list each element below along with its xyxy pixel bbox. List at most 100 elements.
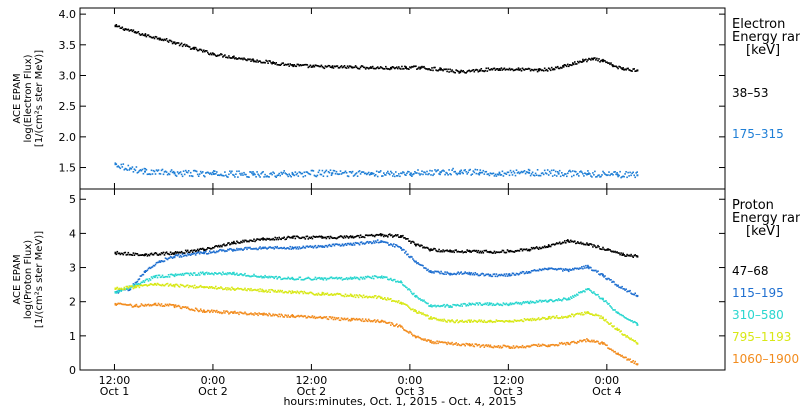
proton-point (213, 309, 215, 312)
electron-point (418, 66, 420, 69)
electron-point (202, 51, 204, 53)
electron-point (153, 37, 156, 40)
electron-point (401, 172, 403, 175)
proton-point (394, 278, 396, 281)
proton-point (190, 249, 193, 252)
proton-point (557, 344, 560, 346)
proton-point (392, 236, 394, 238)
proton-point (603, 300, 605, 303)
electron-point (200, 172, 203, 174)
electron-point (386, 67, 388, 70)
proton-point (566, 299, 568, 301)
electron-point (258, 174, 260, 177)
proton-point (178, 251, 181, 254)
proton-point (307, 315, 310, 318)
proton-point (396, 280, 398, 283)
electron-point (143, 167, 146, 170)
proton-point (196, 286, 199, 289)
proton-point (448, 306, 450, 308)
electron-point (611, 172, 613, 175)
proton-point (377, 234, 380, 236)
proton-point (298, 276, 301, 279)
proton-point (529, 300, 532, 303)
electron-point (331, 65, 334, 67)
proton-point (462, 272, 464, 275)
proton-point (605, 344, 607, 346)
proton-point (200, 286, 203, 288)
proton-point (209, 286, 211, 288)
proton-point (578, 341, 580, 343)
proton-point (194, 250, 197, 253)
proton-point (533, 247, 536, 250)
proton-point (533, 344, 536, 346)
proton-point (626, 335, 628, 337)
electron-point (525, 171, 528, 173)
proton-point (627, 358, 629, 360)
proton-point (610, 306, 612, 308)
proton-point (185, 250, 188, 253)
electron-point (391, 66, 393, 69)
electron-point (468, 69, 470, 72)
proton-point (422, 246, 424, 249)
electron-point (204, 50, 206, 53)
electron-point (489, 69, 492, 71)
proton-point (335, 276, 338, 279)
proton-point (202, 252, 204, 254)
proton-point (116, 250, 119, 253)
proton-point (445, 342, 447, 344)
proton-point (398, 236, 400, 238)
electron-point (334, 172, 337, 175)
proton-point (561, 341, 563, 344)
electron-data-point (459, 71, 462, 74)
electron-point (124, 167, 127, 170)
electron-point (316, 65, 319, 67)
proton-point (269, 276, 271, 279)
proton-point (119, 302, 122, 305)
proton-point (302, 279, 305, 281)
proton-point (514, 250, 517, 252)
proton-point (218, 272, 220, 274)
proton-point (180, 307, 183, 310)
proton-point (206, 310, 208, 313)
proton-point (374, 240, 377, 242)
proton-point (368, 241, 371, 243)
electron-point (321, 65, 324, 68)
proton-point (411, 333, 413, 335)
proton-point (369, 320, 372, 323)
electron-point (557, 67, 560, 70)
proton-point (610, 250, 612, 252)
electron-point (505, 173, 508, 175)
proton-point (541, 268, 544, 270)
proton-point (425, 246, 427, 249)
proton-point (131, 285, 134, 288)
proton-point (372, 240, 375, 242)
proton-point (433, 247, 435, 250)
proton-point (343, 243, 346, 246)
electron-ytick-label: 4.0 (59, 8, 77, 21)
proton-point (138, 305, 141, 308)
proton-data-point (114, 288, 117, 290)
proton-point (621, 333, 623, 335)
proton-point (497, 320, 500, 322)
proton-point (148, 278, 151, 280)
proton-point (418, 244, 420, 247)
proton-point (349, 293, 352, 296)
proton-point (422, 300, 424, 302)
proton-point (509, 320, 512, 323)
proton-point (300, 237, 303, 239)
proton-point (500, 273, 503, 276)
proton-point (363, 243, 366, 245)
electron-point (500, 67, 503, 69)
proton-point (599, 297, 601, 300)
proton-point (333, 293, 336, 295)
proton-point (358, 294, 361, 296)
electron-point (318, 65, 321, 68)
proton-point (606, 301, 608, 304)
proton-point (418, 310, 420, 313)
proton-point (407, 305, 409, 307)
proton-point (586, 266, 588, 269)
proton-point (279, 315, 281, 318)
proton-point (264, 313, 266, 316)
proton-point (150, 252, 153, 255)
proton-point (243, 241, 245, 243)
